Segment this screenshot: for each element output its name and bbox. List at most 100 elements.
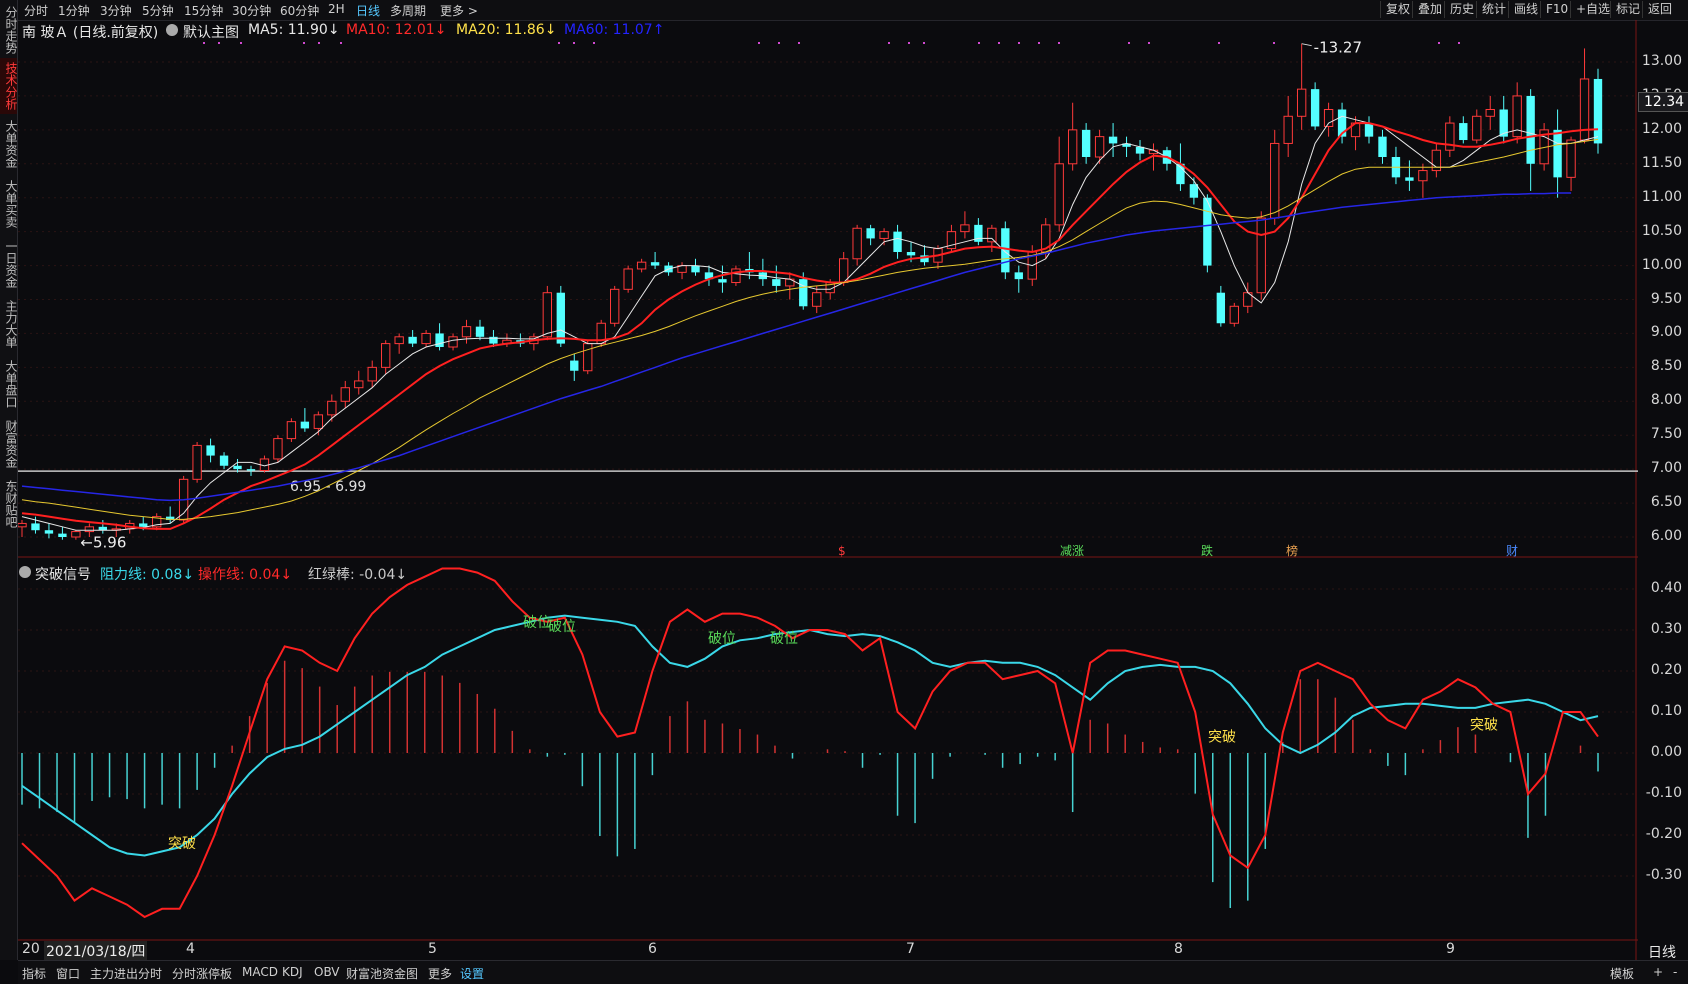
candle[interactable] [650, 252, 660, 269]
candle[interactable] [421, 330, 431, 347]
candle[interactable] [1081, 123, 1091, 164]
candle[interactable] [1485, 95, 1495, 130]
candle[interactable] [246, 465, 256, 476]
candle[interactable] [623, 265, 633, 293]
bottom-right-button-1[interactable]: + [1653, 965, 1664, 979]
bottom-right-button-2[interactable]: - [1673, 965, 1678, 979]
candle[interactable] [475, 319, 485, 341]
event-tag[interactable]: 榜 [1286, 543, 1298, 558]
candle[interactable] [1526, 89, 1535, 191]
candle[interactable] [327, 394, 337, 422]
period-tab-7[interactable]: 2H [328, 2, 345, 16]
candle[interactable] [1283, 95, 1293, 157]
period-tab-4[interactable]: 15分钟 [184, 4, 224, 18]
toolbar-button-2[interactable]: 历史 [1444, 1, 1479, 18]
indicator-name[interactable]: 突破信号 [35, 567, 91, 583]
candle[interactable] [340, 380, 350, 409]
event-tag[interactable]: 财 [1506, 544, 1518, 558]
indicator-dropdown-icon[interactable] [19, 566, 31, 578]
candle[interactable] [233, 458, 242, 473]
candle[interactable] [300, 408, 310, 432]
candle[interactable] [1067, 102, 1078, 171]
candle[interactable] [1378, 129, 1387, 164]
candle[interactable] [1216, 285, 1226, 327]
candle[interactable] [974, 218, 983, 246]
candle[interactable] [758, 258, 768, 286]
period-tab-9[interactable]: 多周期 [390, 4, 427, 18]
candle[interactable] [1001, 221, 1010, 280]
candle[interactable] [1459, 116, 1468, 144]
candle[interactable] [18, 520, 27, 537]
candle[interactable] [1014, 265, 1023, 293]
candle[interactable] [866, 224, 875, 246]
toolbar-button-1[interactable]: 叠加 [1412, 1, 1447, 18]
event-tag[interactable]: $ [838, 544, 846, 558]
candle[interactable] [98, 520, 107, 534]
period-tab-2[interactable]: 3分钟 [100, 4, 132, 18]
candle[interactable] [529, 333, 539, 351]
candle[interactable] [165, 506, 175, 524]
candle[interactable] [1094, 129, 1105, 164]
candle[interactable] [1337, 102, 1347, 144]
candle[interactable] [785, 272, 795, 300]
period-tab-10[interactable]: 更多 > [440, 4, 478, 18]
left-tab-2[interactable]: 大单资金 [4, 120, 18, 168]
candle[interactable] [1499, 95, 1508, 144]
candle[interactable] [286, 418, 297, 442]
candle[interactable] [461, 319, 472, 344]
event-tag[interactable]: 跌 [1201, 543, 1213, 558]
period-tab-6[interactable]: 60分钟 [280, 4, 320, 18]
toolbar-button-3[interactable]: 统计 [1476, 1, 1511, 18]
candle[interactable] [852, 224, 862, 266]
candle[interactable] [394, 333, 404, 354]
candle[interactable] [610, 285, 620, 327]
candle[interactable] [152, 513, 162, 531]
candle[interactable] [1122, 136, 1131, 157]
candle[interactable] [1296, 43, 1307, 130]
candle[interactable] [772, 265, 781, 293]
candle[interactable] [1203, 194, 1212, 273]
candle[interactable] [71, 530, 81, 540]
left-tab-0[interactable]: 分时走势 [4, 6, 18, 54]
candle[interactable] [1364, 116, 1374, 144]
candle[interactable] [718, 265, 727, 293]
candle[interactable] [367, 360, 377, 388]
candle[interactable] [1472, 109, 1482, 144]
candle[interactable] [1553, 109, 1562, 198]
candle[interactable] [960, 211, 970, 239]
left-tab-8[interactable]: 东财贴吧 [4, 480, 18, 528]
candle[interactable] [677, 262, 687, 280]
bottom-tab-3[interactable]: 分时涨停板 [172, 967, 233, 981]
candle[interactable] [448, 333, 458, 351]
bottom-tab-8[interactable]: 更多 [428, 967, 453, 981]
period-tab-8[interactable]: 日线 [356, 4, 381, 18]
candle[interactable] [1189, 177, 1199, 205]
candle[interactable] [1135, 140, 1145, 161]
period-tab-5[interactable]: 30分钟 [232, 4, 272, 18]
candle[interactable] [1108, 123, 1118, 157]
candle[interactable] [1310, 82, 1320, 130]
left-tab-3[interactable]: 大单买卖 [4, 180, 18, 228]
template-dropdown-icon[interactable] [166, 24, 178, 36]
candle[interactable] [381, 340, 391, 375]
candle[interactable] [596, 319, 606, 347]
candle[interactable] [636, 258, 647, 273]
left-tab-1[interactable]: 技术分析 [0, 58, 18, 114]
bottom-tab-2[interactable]: 主力进出分时 [90, 967, 163, 981]
candle[interactable] [259, 455, 270, 473]
candle[interactable] [1405, 160, 1414, 191]
candle[interactable] [1593, 68, 1603, 154]
candle[interactable] [192, 442, 202, 483]
toolbar-button-5[interactable]: F10 [1540, 1, 1573, 18]
candle[interactable] [44, 523, 54, 539]
candle[interactable] [1054, 136, 1064, 232]
period-tab-3[interactable]: 5分钟 [142, 4, 174, 18]
candle[interactable] [570, 353, 579, 381]
bottom-tab-1[interactable]: 窗口 [56, 967, 81, 981]
candle[interactable] [704, 265, 714, 286]
candle[interactable] [893, 224, 902, 259]
candle[interactable] [1350, 116, 1361, 151]
bottom-right-button-0[interactable]: 模板 [1610, 967, 1635, 981]
bottom-tab-5[interactable]: KDJ [282, 965, 303, 979]
candle[interactable] [58, 526, 67, 540]
